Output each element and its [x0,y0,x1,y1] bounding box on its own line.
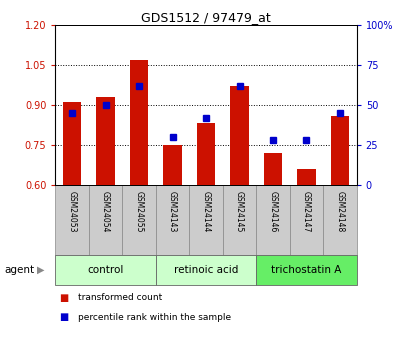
Text: trichostatin A: trichostatin A [271,265,341,275]
Bar [55,185,89,255]
Bar [55,255,155,285]
Bar [96,97,115,185]
Title: GDS1512 / 97479_at: GDS1512 / 97479_at [141,11,270,24]
Text: GSM24144: GSM24144 [201,190,210,232]
Text: ■: ■ [59,293,69,303]
Text: GSM24147: GSM24147 [301,190,310,232]
Text: retinoic acid: retinoic acid [173,265,238,275]
Bar [63,102,81,185]
Bar [155,185,189,255]
Bar [256,255,356,285]
Bar [289,185,322,255]
Bar [322,185,356,255]
Bar [196,123,215,185]
Text: GSM24054: GSM24054 [101,190,110,232]
Bar [263,153,281,185]
Text: transformed count: transformed count [78,293,162,302]
Text: GSM24145: GSM24145 [234,190,243,232]
Bar [330,116,348,185]
Bar [297,169,315,185]
Text: GSM24055: GSM24055 [134,190,143,232]
Bar [256,185,289,255]
Bar [163,145,181,185]
Text: agent: agent [4,265,34,275]
Text: GSM24146: GSM24146 [268,190,277,232]
Text: GSM24143: GSM24143 [168,190,177,232]
Text: GSM24148: GSM24148 [335,190,344,232]
Bar [230,86,248,185]
Bar [89,185,122,255]
Bar [222,185,256,255]
Text: ▶: ▶ [37,265,44,275]
Text: percentile rank within the sample: percentile rank within the sample [78,313,230,322]
Bar [130,60,148,185]
Bar [122,185,155,255]
Text: GSM24053: GSM24053 [67,190,76,232]
Bar [189,185,222,255]
Bar [155,255,256,285]
Text: ■: ■ [59,313,69,322]
Text: control: control [87,265,124,275]
